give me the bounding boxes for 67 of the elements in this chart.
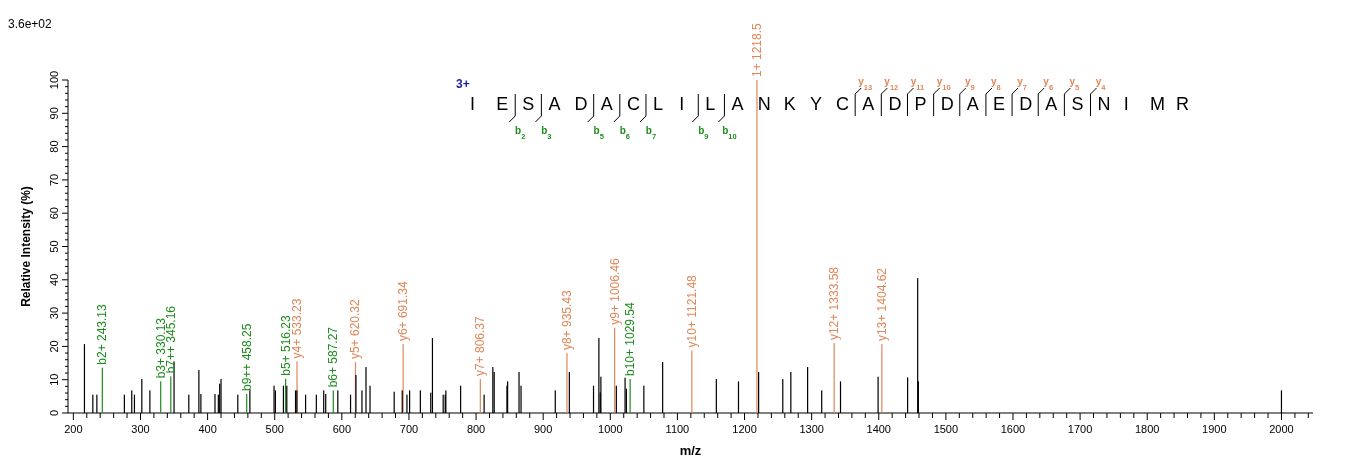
x-tick-label: 800 xyxy=(466,423,486,435)
annotation: b5+ 516.23 xyxy=(278,314,293,376)
annotation: y$_{6}$ xyxy=(1043,76,1054,92)
annotation: b$_{6}$ xyxy=(619,125,630,141)
y-tick-label: 0 xyxy=(48,409,60,417)
annotation: y$_{9}$ xyxy=(964,76,975,92)
x-tick-label: 1900 xyxy=(1202,423,1227,435)
annotation: b2+ 243.13 xyxy=(95,303,110,365)
x-tick-label: 500 xyxy=(265,423,284,435)
x-tick-label: 2000 xyxy=(1269,423,1294,435)
x-tick-label: 1200 xyxy=(732,423,757,435)
annotation: y$_{12}$ xyxy=(884,76,899,92)
annotation: y10+ 1121.48 xyxy=(684,274,699,348)
x-axis-title: m/z xyxy=(679,443,702,458)
text: 3.6e+02 xyxy=(8,17,53,31)
annotation: b$_{7}$ xyxy=(645,125,657,141)
annotation: y7+ 806.37 xyxy=(473,315,488,377)
x-tick-label: 200 xyxy=(64,423,83,435)
y-tick-label: 20 xyxy=(48,340,60,353)
annotation: b$_{2}$ xyxy=(515,125,526,141)
y-tick-label: 70 xyxy=(48,173,60,187)
annotation: y8+ 935.43 xyxy=(559,290,574,351)
annotation: y$_{13}$ xyxy=(858,76,873,92)
x-tick-label: 1000 xyxy=(598,423,623,435)
x-tick-label: 900 xyxy=(534,423,553,435)
annotation: I E S A D A C L I L A N K Y C A D P D A E D A S N I M R xyxy=(470,94,1190,114)
y-tick-label: 40 xyxy=(48,273,60,286)
annotation: b$_{5}$ xyxy=(593,125,604,141)
x-tick-label: 1300 xyxy=(799,423,824,435)
x-tick-label: 1700 xyxy=(1067,423,1093,435)
y-tick-label: 60 xyxy=(48,207,60,220)
annotation: y4+ 533.23 xyxy=(290,298,305,359)
annotation: b10+ 1029.54 xyxy=(623,301,638,377)
annotation: y$_{8}$ xyxy=(991,76,1001,92)
x-tick-label: 400 xyxy=(198,423,217,435)
annotation: y$_{10}$ xyxy=(936,76,951,92)
y-tick-label: 90 xyxy=(48,107,60,120)
annotation: y$_{4}$ xyxy=(1095,76,1107,92)
x-tick-label: 1500 xyxy=(933,423,959,435)
annotation: 3+ xyxy=(456,77,470,91)
annotation: b9++ 458.25 xyxy=(239,323,254,392)
y-tick-label: 100 xyxy=(48,70,60,90)
annotation: b$_{9}$ xyxy=(698,125,709,141)
annotation: y13+ 1404.62 xyxy=(874,267,889,342)
annotation: y6+ 691.34 xyxy=(396,281,411,342)
annotation: y$_{5}$ xyxy=(1069,76,1080,92)
x-tick-label: 1800 xyxy=(1134,423,1160,435)
annotation: b6+ 587.27 xyxy=(326,326,341,388)
y-tick-label: 50 xyxy=(48,240,60,253)
annotation: y5+ 620.32 xyxy=(348,299,363,360)
x-tick-label: 1100 xyxy=(665,423,690,435)
annotation: y$_{11}$ xyxy=(910,76,925,92)
x-tick-label: 300 xyxy=(131,423,150,435)
y-tick-label: 30 xyxy=(48,306,60,320)
annotation: b$_{3}$ xyxy=(541,125,552,141)
annotation: y12+ 1333.58 xyxy=(827,266,842,341)
y-axis-title: Relative Intensity (%) xyxy=(19,186,33,307)
y-tick-label: 10 xyxy=(48,373,60,386)
x-tick-label: 1600 xyxy=(1000,423,1026,435)
y-tick-label: 80 xyxy=(48,140,60,153)
annotation: 1+ 1218.5 xyxy=(749,22,764,77)
annotation: y$_{7}$ xyxy=(1017,76,1027,92)
annotation: y9+ 1006.46 xyxy=(607,258,622,325)
x-tick-label: 600 xyxy=(332,423,352,435)
annotation: b$_{10}$ xyxy=(722,125,737,141)
x-tick-label: 700 xyxy=(399,423,419,435)
x-tick-label: 1400 xyxy=(866,423,891,435)
